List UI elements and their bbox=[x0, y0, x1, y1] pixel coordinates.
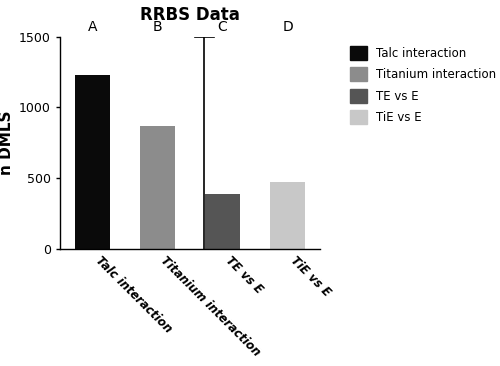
Y-axis label: n DMLS: n DMLS bbox=[0, 111, 14, 175]
Bar bbox=[140, 126, 175, 249]
Text: D: D bbox=[282, 20, 293, 34]
Bar bbox=[204, 194, 240, 249]
Legend: Talc interaction, Titanium interaction, TE vs E, TiE vs E: Talc interaction, Titanium interaction, … bbox=[346, 42, 500, 128]
Bar bbox=[270, 182, 306, 249]
Text: A: A bbox=[88, 20, 97, 34]
Bar bbox=[74, 75, 110, 249]
Text: B: B bbox=[152, 20, 162, 34]
Title: RRBS Data: RRBS Data bbox=[140, 6, 240, 24]
Text: C: C bbox=[218, 20, 228, 34]
